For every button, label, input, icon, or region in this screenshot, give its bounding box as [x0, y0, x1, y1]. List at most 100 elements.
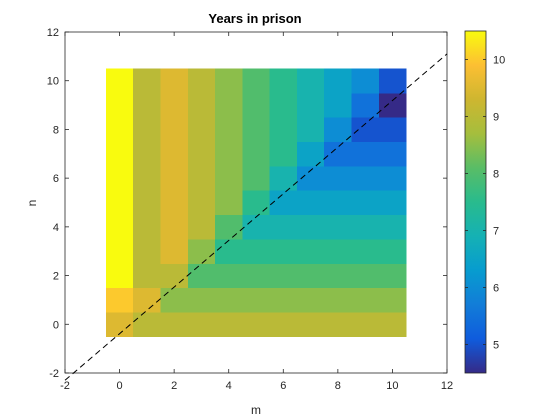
heatmap-cell: [269, 190, 298, 216]
heatmap-cell: [242, 312, 271, 337]
heatmap-cell: [351, 117, 380, 143]
heatmap-cell: [215, 190, 243, 216]
heatmap-cell: [133, 117, 161, 143]
heatmap-cell: [160, 190, 189, 216]
heatmap-cell: [242, 165, 271, 191]
heatmap-cell: [351, 68, 380, 94]
x-tick-label: 0: [117, 380, 123, 392]
x-tick-label: 12: [441, 380, 453, 392]
heatmap-cell: [160, 92, 189, 118]
heatmap-cell: [133, 68, 161, 94]
heatmap-cell: [215, 263, 243, 289]
heatmap-cell: [296, 92, 325, 118]
heatmap-cell: [133, 92, 161, 118]
x-tick-label: 10: [386, 380, 398, 392]
heatmap-cell: [242, 190, 271, 216]
heatmap-cells: [105, 68, 407, 337]
heatmap-cell: [160, 239, 189, 264]
heatmap-cell: [324, 117, 352, 143]
colorbar-frame: [464, 30, 487, 374]
heatmap-cell: [187, 190, 216, 216]
heatmap-cell: [269, 287, 298, 313]
heatmap-cell: [160, 263, 189, 289]
heatmap-cell: [242, 92, 271, 118]
heatmap-cell: [296, 287, 325, 313]
heatmap-cell: [187, 117, 216, 143]
heatmap-cell: [269, 68, 298, 94]
heatmap-cell: [187, 92, 216, 118]
heatmap-cell: [324, 190, 352, 216]
heatmap-cell: [215, 239, 243, 264]
heatmap-cell: [269, 117, 298, 143]
heatmap-cell: [351, 92, 380, 118]
heatmap-cell: [296, 239, 325, 264]
heatmap-cell: [215, 141, 243, 167]
heatmap-cell: [160, 165, 189, 191]
heatmap-cell: [242, 141, 271, 167]
heatmap-cell: [351, 287, 380, 313]
heatmap-cell: [160, 117, 189, 143]
heatmap-cell: [269, 141, 298, 167]
colorbar-tick-label: 5: [493, 340, 499, 352]
y-tick-label: 0: [53, 319, 59, 331]
heatmap-cell: [160, 312, 189, 337]
heatmap-cell: [105, 263, 134, 289]
heatmap-cell: [296, 263, 325, 289]
heatmap-cell: [187, 214, 216, 240]
heatmap-cell: [269, 92, 298, 118]
heatmap-cell: [351, 165, 380, 191]
heatmap-cell: [351, 190, 380, 216]
heatmap-cell: [324, 141, 352, 167]
heatmap-cell: [105, 92, 134, 118]
colorbar-gradient-bar: [465, 31, 486, 373]
heatmap-cell: [160, 68, 189, 94]
colorbar-tick-label: 9: [493, 112, 499, 124]
heatmap-cell: [160, 287, 189, 313]
heatmap-cell: [378, 214, 407, 240]
heatmap-cell: [105, 141, 134, 167]
heatmap-cell: [324, 239, 352, 264]
x-tick-label: -2: [60, 380, 70, 392]
heatmap-cell: [242, 214, 271, 240]
heatmap-cell: [324, 312, 352, 337]
axis-ticks: -2 0 2 4 6 8 10 12 -2 0 2 4 6 8 10 12: [47, 27, 453, 392]
heatmap-cell: [105, 165, 134, 191]
heatmap-cell: [269, 214, 298, 240]
heatmap-cell: [242, 287, 271, 313]
heatmap-cell: [105, 239, 134, 264]
heatmap-cell: [351, 263, 380, 289]
heatmap-cell: [324, 214, 352, 240]
y-tick-label: 8: [53, 124, 59, 136]
heatmap-cell: [187, 312, 216, 337]
heatmap-cell: [324, 68, 352, 94]
heatmap-cell: [296, 312, 325, 337]
heatmap-cell: [296, 214, 325, 240]
heatmap-cell: [296, 190, 325, 216]
heatmap-cell: [215, 165, 243, 191]
heatmap-cell: [378, 92, 407, 118]
heatmap-cell: [160, 214, 189, 240]
heatmap-cell: [160, 141, 189, 167]
y-tick-label: 6: [53, 173, 59, 185]
heatmap-cell: [378, 239, 407, 264]
heatmap-cell: [105, 312, 134, 337]
y-tick-label: 12: [47, 27, 59, 39]
heatmap-cell: [351, 239, 380, 264]
heatmap-cell: [242, 263, 271, 289]
heatmap-cell: [378, 68, 407, 94]
colorbar-tick-label: 6: [493, 283, 499, 295]
heatmap-cell: [296, 117, 325, 143]
heatmap-cell: [242, 239, 271, 264]
heatmap-cell: [105, 117, 134, 143]
heatmap-cell: [378, 263, 407, 289]
heatmap-cell: [269, 165, 298, 191]
heatmap-cell: [187, 239, 216, 264]
heatmap-cell: [133, 263, 161, 289]
y-tick-label: 10: [47, 76, 59, 88]
heatmap-cell: [215, 312, 243, 337]
heatmap-cell: [215, 287, 243, 313]
heatmap-cell: [351, 214, 380, 240]
heatmap-cell: [242, 68, 271, 94]
heatmap-cell: [105, 287, 134, 313]
heatmap-cell: [378, 117, 407, 143]
